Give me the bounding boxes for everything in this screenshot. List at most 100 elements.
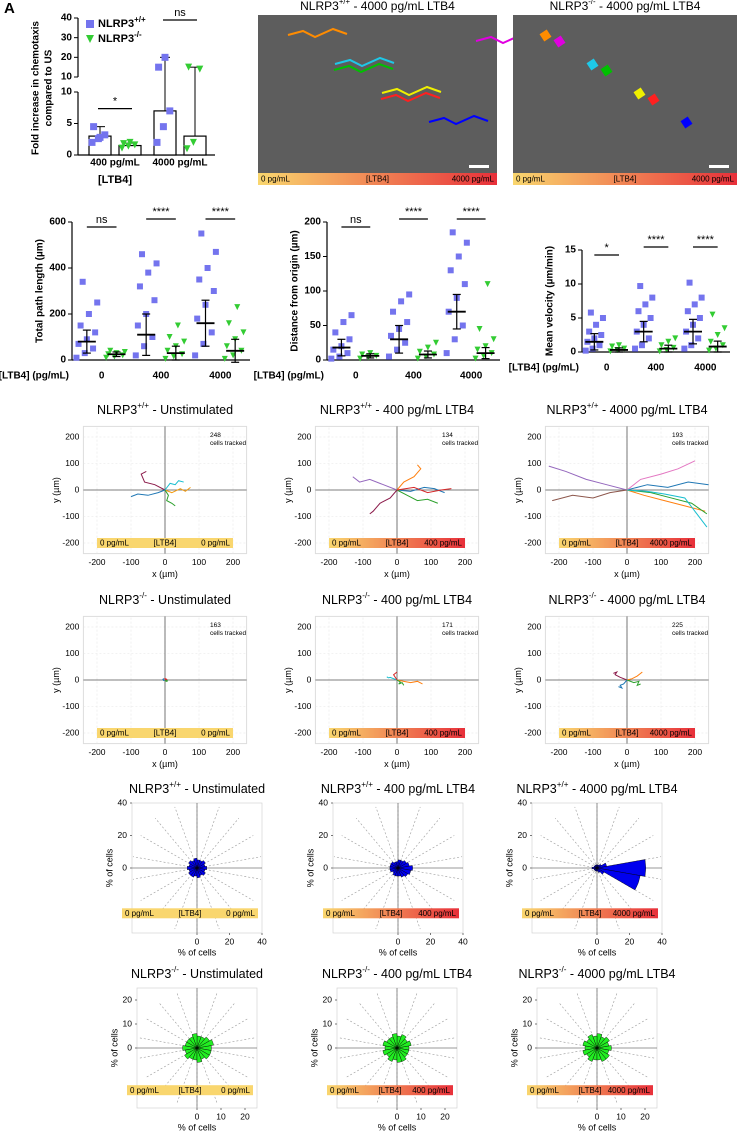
y-axis-label: % of cells: [109, 1028, 119, 1067]
x-axis-label: [LTB4] (pg/mL): [254, 371, 324, 382]
data-point: [598, 332, 605, 338]
data-point: [593, 321, 600, 328]
data-point: [635, 308, 642, 315]
data-point: [221, 355, 228, 362]
y-tick-label: 15: [565, 245, 577, 256]
data-point: [649, 294, 656, 301]
spoke: [574, 806, 598, 869]
x-tick-label: -100: [354, 557, 371, 567]
chart-title: NLRP3-/- - 4000 pg/mL LTB4: [518, 965, 675, 981]
annotation: 163: [210, 622, 221, 629]
spoke: [596, 867, 640, 918]
data-point: [455, 253, 462, 260]
annotation: 193: [672, 432, 683, 439]
title-gene: NLRP3: [99, 593, 139, 607]
spoke: [355, 818, 399, 869]
spoke: [196, 856, 262, 869]
data-point: [582, 347, 589, 354]
data-point: [684, 308, 691, 315]
x-tick-label: 0: [396, 936, 401, 946]
spoke: [574, 867, 598, 930]
gradient-bar: [258, 173, 497, 185]
x-axis-label: % of cells: [178, 947, 217, 957]
x-axis-label: [LTB4] (pg/mL): [0, 371, 69, 382]
gradient-label: 0 pg/mL: [261, 175, 290, 184]
y-tick-label: 0: [75, 674, 80, 684]
data-point: [223, 343, 230, 350]
x-tick-label: -200: [320, 557, 337, 567]
cell-track-image: [381, 85, 442, 97]
x-axis-label: x (µm): [614, 569, 640, 579]
data-point: [404, 319, 411, 326]
title-genotype: +/+: [339, 0, 351, 6]
title-condition: - 400 pg/mL LTB4: [370, 967, 472, 981]
data-point: [136, 283, 143, 290]
significance-label: ns: [174, 7, 186, 19]
data-point: [484, 281, 491, 288]
title-genotype: +/+: [169, 780, 181, 789]
data-point: [161, 53, 169, 61]
x-tick-label: 20: [440, 1111, 450, 1121]
gradient-label: 400 pg/mL: [424, 539, 462, 548]
significance-label: ns: [350, 214, 362, 226]
data-point: [695, 335, 702, 342]
title-gene: NLRP3: [516, 782, 556, 796]
rose-sector: [188, 860, 198, 869]
data-point: [645, 335, 652, 342]
x-tick-label: 0: [595, 936, 600, 946]
data-point: [86, 35, 94, 43]
chart-title: NLRP3-/- - 400 pg/mL LTB4: [322, 965, 472, 981]
chart-title: NLRP3+/+ - Unstimulated: [97, 401, 233, 417]
y-tick-label: 20: [319, 830, 329, 840]
gradient-label: 0 pg/mL: [221, 1086, 250, 1095]
data-point: [185, 63, 193, 71]
gradient-label: [LTB4]: [616, 539, 639, 548]
data-point: [155, 63, 163, 71]
x-tick-label: 400: [153, 371, 170, 382]
data-point: [402, 339, 409, 346]
gradient-label: [LTB4]: [179, 1086, 202, 1095]
data-point: [367, 350, 374, 357]
annotation: cells tracked: [210, 440, 247, 447]
significance-label: ****: [647, 234, 665, 246]
gradient-label: 0 pg/mL: [562, 539, 591, 548]
y-tick-label: 10: [565, 279, 577, 290]
data-point: [101, 131, 109, 139]
gradient-label: 0 pg/mL: [125, 909, 154, 918]
data-point: [616, 342, 622, 349]
x-tick-label: 10: [216, 1111, 226, 1121]
gradient-label: [LTB4]: [380, 909, 403, 918]
gradient-bar: [559, 728, 695, 738]
data-point: [94, 299, 101, 306]
x-tick-label: 200: [226, 747, 240, 757]
title-genotype: -/-: [559, 965, 567, 974]
data-point: [463, 239, 470, 246]
y-tick-label: -100: [294, 511, 311, 521]
cell-track-image: [553, 35, 566, 48]
cell-track-image: [287, 27, 348, 39]
annotation: 225: [672, 622, 683, 629]
cell-track: [396, 486, 445, 494]
spoke: [140, 867, 198, 901]
data-point: [149, 334, 156, 340]
data-point: [126, 138, 134, 146]
cell-track-image: [428, 114, 489, 126]
y-axis-label: Total path length (µm): [35, 239, 46, 343]
chart-title: NLRP3-/- - 4000 pg/mL LTB4: [548, 591, 705, 607]
data-point: [121, 348, 128, 355]
data-point: [79, 278, 86, 285]
data-point: [451, 336, 458, 343]
data-point: [476, 325, 483, 332]
y-tick-label: 200: [527, 431, 541, 441]
x-axis-label: % of cells: [378, 1122, 417, 1132]
data-point: [348, 312, 355, 319]
title-gene: NLRP3: [321, 782, 361, 796]
spoke: [333, 867, 399, 880]
rose-sector: [196, 867, 206, 873]
data-point: [200, 340, 207, 347]
gradient-label: 400 pg/mL: [418, 909, 456, 918]
rose-sector: [397, 860, 407, 869]
y-tick-label: -100: [62, 511, 79, 521]
rose-sector: [591, 866, 598, 870]
